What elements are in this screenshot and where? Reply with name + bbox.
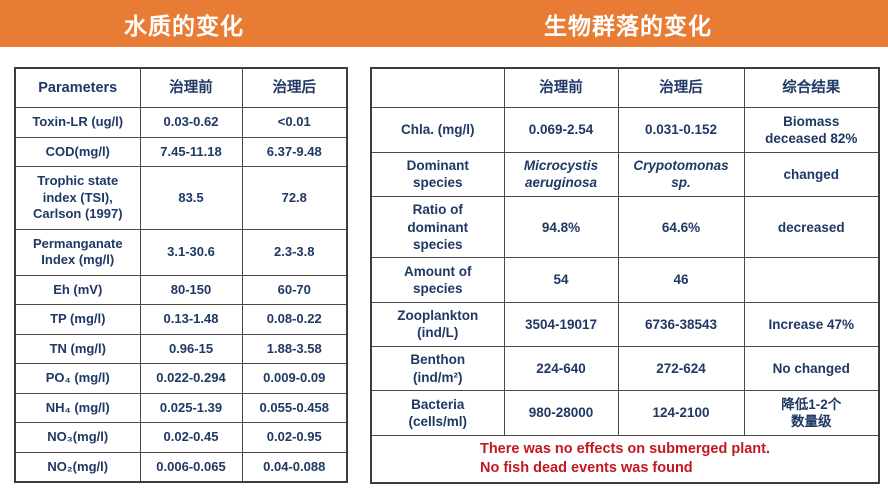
value-cell: 72.8	[241, 166, 348, 230]
footer-note-cell: There was no effects on submerged plant.…	[370, 434, 880, 484]
value-cell: 0.031-0.152	[617, 107, 745, 153]
header-row: 治理前 治理后 综合结果	[370, 67, 880, 109]
value-cell: 6.37-9.48	[241, 136, 348, 168]
value-cell: 0.02-0.45	[139, 422, 243, 453]
table-row: NH₄ (mg/l) 0.025-1.39 0.055-0.458	[14, 392, 348, 424]
table-row: Permanganate Index (mg/l) 3.1-30.6 2.3-3.8	[14, 228, 348, 276]
row-label-cell: Toxin-LR (ug/l)	[14, 107, 141, 138]
table-row: Zooplankton (ind/L) 3504-19017 6736-38543 I…	[370, 301, 880, 347]
value-cell: 94.8%	[503, 195, 619, 259]
table-row: PO₄ (mg/l) 0.022-0.294 0.009-0.09	[14, 363, 348, 394]
value-cell: <0.01	[241, 107, 348, 138]
row-label-cell: Dominant species	[370, 151, 505, 197]
value-cell: 64.6%	[617, 195, 745, 259]
value-cell: 1.88-3.58	[241, 333, 348, 365]
row-label-cell: Ratio of dominant species	[370, 195, 505, 259]
row-label-cell: NO₃(mg/l)	[14, 422, 141, 453]
value-cell: 3.1-30.6	[139, 228, 243, 276]
column-header: Parameters	[14, 67, 141, 109]
header-row: Parameters 治理前 治理后	[14, 67, 348, 109]
footer-note-row: There was no effects on submerged plant.…	[370, 434, 880, 484]
row-label-cell: Bacteria (cells/ml)	[370, 390, 505, 436]
row-label-cell: Amount of species	[370, 257, 505, 303]
value-cell: 0.13-1.48	[139, 304, 243, 335]
value-cell: Increase 47%	[743, 301, 880, 347]
row-label-cell: Chla. (mg/l)	[370, 107, 505, 153]
table-row: COD(mg/l) 7.45-11.18 6.37-9.48	[14, 136, 348, 168]
bio-community-table: 治理前 治理后 综合结果 Chla. (mg/l) 0.069-2.54 0.031-0.…	[370, 67, 880, 485]
water-quality-table: Parameters 治理前 治理后 Toxin-LR (ug/l) 0.03-0.62…	[14, 67, 348, 484]
value-cell: 0.009-0.09	[241, 363, 348, 394]
value-cell: No changed	[743, 345, 880, 392]
value-cell: Biomass deceased 82%	[743, 107, 880, 153]
row-label-cell: Trophic state index (TSI), Carlson (1997…	[14, 166, 141, 230]
value-cell: 0.025-1.39	[139, 392, 243, 424]
value-cell: 0.04-0.088	[241, 451, 348, 483]
row-label-cell: NO₂(mg/l)	[14, 451, 141, 483]
footer-note-text: There was no effects on submerged plant.…	[479, 441, 771, 476]
value-cell: 0.006-0.065	[139, 451, 243, 483]
value-cell: 54	[503, 257, 619, 303]
row-label-cell: Eh (mV)	[14, 274, 141, 306]
table-row: Trophic state index (TSI), Carlson (1997…	[14, 166, 348, 230]
row-label-cell: Zooplankton (ind/L)	[370, 301, 505, 347]
bio-community-section-title: 生物群落的变化	[544, 12, 712, 39]
table-row: Dominant species Microcystis aeruginosa Cr…	[370, 151, 880, 197]
value-cell: 0.069-2.54	[503, 107, 619, 153]
table-row: Eh (mV) 80-150 60-70	[14, 274, 348, 306]
table-row: Bacteria (cells/ml) 980-28000 124-2100 降低1-…	[370, 390, 880, 436]
value-cell: 2.3-3.8	[241, 228, 348, 276]
value-cell: Microcystis aeruginosa	[503, 151, 619, 197]
slide-content: Parameters 治理前 治理后 Toxin-LR (ug/l) 0.03-0.62…	[0, 47, 888, 485]
value-cell: 124-2100	[617, 390, 745, 436]
column-header: 治理前	[139, 67, 243, 109]
value-cell: Crypotomonas sp.	[617, 151, 745, 197]
table-row: TN (mg/l) 0.96-15 1.88-3.58	[14, 333, 348, 365]
value-cell: 0.022-0.294	[139, 363, 243, 394]
water-quality-section-title: 水质的变化	[124, 12, 244, 39]
row-label-cell: PO₄ (mg/l)	[14, 363, 141, 394]
row-label-cell: Benthon (ind/m²)	[370, 345, 505, 392]
table-row: Amount of species 54 46	[370, 257, 880, 303]
column-header: 综合结果	[743, 67, 880, 109]
value-cell: 0.96-15	[139, 333, 243, 365]
value-cell: 60-70	[241, 274, 348, 306]
table-row: Ratio of dominant species 94.8% 64.6% decre…	[370, 195, 880, 259]
row-label-cell: TN (mg/l)	[14, 333, 141, 365]
column-header	[370, 67, 505, 109]
value-cell: 0.02-0.95	[241, 422, 348, 453]
row-label-cell: Permanganate Index (mg/l)	[14, 228, 141, 276]
row-label-cell: COD(mg/l)	[14, 136, 141, 168]
table-row: TP (mg/l) 0.13-1.48 0.08-0.22	[14, 304, 348, 335]
value-cell: 3504-19017	[503, 301, 619, 347]
value-cell: 6736-38543	[617, 301, 745, 347]
row-label-cell: NH₄ (mg/l)	[14, 392, 141, 424]
table-row: NO₂(mg/l) 0.006-0.065 0.04-0.088	[14, 451, 348, 483]
value-cell: changed	[743, 151, 880, 197]
value-cell: 0.08-0.22	[241, 304, 348, 335]
table-row: NO₃(mg/l) 0.02-0.45 0.02-0.95	[14, 422, 348, 453]
value-cell	[743, 257, 880, 303]
column-header: 治理前	[503, 67, 619, 109]
value-cell: 7.45-11.18	[139, 136, 243, 168]
value-cell: 83.5	[139, 166, 243, 230]
value-cell: 0.055-0.458	[241, 392, 348, 424]
value-cell: 46	[617, 257, 745, 303]
table-row: Toxin-LR (ug/l) 0.03-0.62 <0.01	[14, 107, 348, 138]
value-cell: 80-150	[139, 274, 243, 306]
column-header: 治理后	[617, 67, 745, 109]
header-bar: 水质的变化 生物群落的变化	[0, 0, 888, 47]
value-cell: decreased	[743, 195, 880, 259]
column-header: 治理后	[241, 67, 348, 109]
row-label-cell: TP (mg/l)	[14, 304, 141, 335]
value-cell: 0.03-0.62	[139, 107, 243, 138]
value-cell: 224-640	[503, 345, 619, 392]
table-row: Benthon (ind/m²) 224-640 272-624 No changed	[370, 345, 880, 392]
value-cell: 降低1-2个 数量级	[743, 390, 880, 436]
value-cell: 980-28000	[503, 390, 619, 436]
table-row: Chla. (mg/l) 0.069-2.54 0.031-0.152 Biomass…	[370, 107, 880, 153]
value-cell: 272-624	[617, 345, 745, 392]
